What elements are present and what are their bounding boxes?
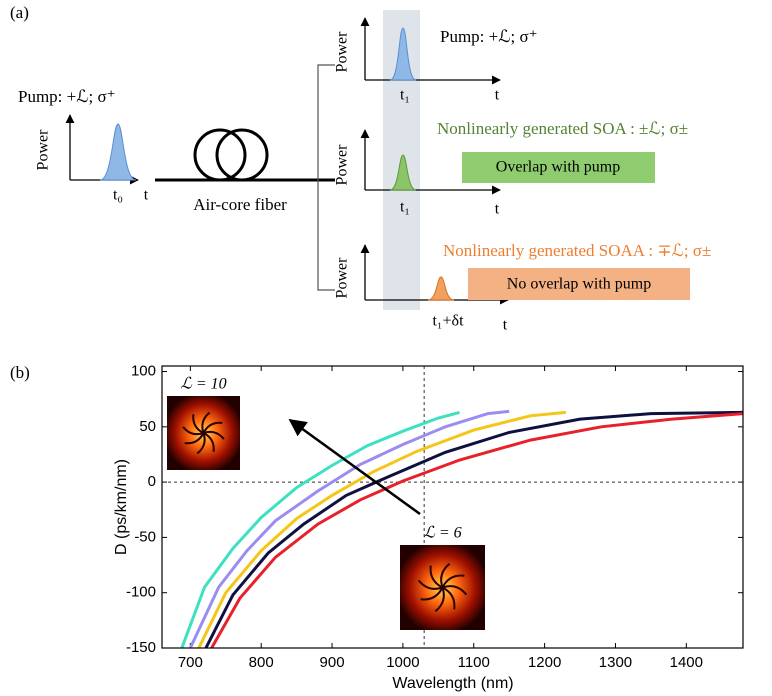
time-label: t₁ — [400, 87, 410, 104]
box-label: No overlap with pump — [507, 276, 651, 293]
panel-b: (b) Wavelength (nm) D (ps/km/nm) -150 -10… — [10, 362, 744, 692]
fiber-label: Air-core fiber — [193, 195, 287, 214]
mode-arm — [203, 432, 215, 452]
mode-arm — [429, 565, 443, 589]
x-label: t — [495, 87, 500, 104]
arrow — [288, 418, 421, 516]
plot-frame — [161, 365, 744, 649]
y-label: Power — [334, 257, 351, 299]
panel-a: (a) Pump: +ℒ; σ⁺ Power t₀ t Air-core fib… — [10, 3, 711, 334]
y-tick-label: -150 — [126, 639, 156, 656]
pulse — [427, 276, 455, 301]
curve — [204, 410, 743, 648]
box — [468, 268, 690, 300]
caption: Pump: +ℒ; σ⁺ — [440, 27, 538, 46]
box-label: Overlap with pump — [496, 159, 620, 176]
x-label: t — [503, 317, 508, 334]
y-tick-label: 100 — [131, 362, 156, 379]
fiber-coil — [215, 128, 269, 182]
x-tick-label: 900 — [320, 654, 345, 671]
mode-arm — [441, 574, 465, 588]
x-tick-label: 1100 — [458, 654, 490, 671]
x-tick-label: 1400 — [670, 654, 703, 671]
y-tick-label: -100 — [126, 584, 156, 601]
pulse — [389, 27, 417, 81]
time-label: t₁ — [400, 199, 410, 216]
mode-arm — [440, 562, 451, 588]
curve — [197, 410, 567, 648]
mode-arm — [184, 432, 205, 445]
mode-arm — [420, 587, 444, 601]
y-tick-label: 0 — [148, 473, 156, 490]
x-label: t — [144, 187, 149, 204]
x-tick-label: 1300 — [599, 654, 632, 671]
caption: Nonlinearly generated SOAA : ∓ℒ; σ± — [443, 241, 711, 260]
pulse — [389, 154, 417, 191]
mode-arm — [202, 421, 223, 434]
panel-label: (a) — [10, 3, 29, 22]
y-tick-label: -50 — [134, 528, 156, 545]
mode-arm — [417, 579, 443, 590]
time-label: t₁+δt — [432, 313, 464, 330]
mode-arm — [196, 432, 206, 455]
x-tick-label: 1000 — [386, 654, 419, 671]
pulse — [99, 123, 137, 181]
mode-arm — [442, 585, 468, 596]
x-tick-label: 800 — [249, 654, 274, 671]
box — [462, 152, 655, 183]
bracket — [317, 64, 335, 291]
mode-arm — [192, 414, 204, 434]
annotation: ℒ = 10 — [180, 376, 226, 393]
mode-arm — [203, 430, 225, 440]
x-tick-label: 1200 — [528, 654, 561, 671]
y-tick-label: 50 — [139, 418, 156, 435]
curve — [180, 410, 460, 648]
annotation: ℒ = 6 — [423, 525, 461, 542]
x-tick-label: 700 — [178, 654, 203, 671]
fiber-coil — [193, 128, 247, 182]
caption: Nonlinearly generated SOA : ±ℒ; σ± — [437, 119, 688, 138]
panel-label: (b) — [10, 363, 30, 382]
x-label: t — [495, 201, 500, 218]
y-axis-label: D (ps/km/nm) — [113, 459, 130, 555]
x-axis-label: Wavelength (nm) — [392, 675, 513, 692]
y-label: Power — [35, 129, 52, 171]
mode-arm — [201, 411, 211, 434]
mode-arm — [182, 426, 204, 436]
curve — [210, 412, 743, 648]
mode-arm — [442, 586, 456, 610]
curve — [188, 409, 510, 648]
time-label: t₀ — [113, 187, 123, 204]
mode-arm — [434, 587, 445, 613]
y-label: Power — [334, 144, 351, 186]
y-label: Power — [334, 31, 351, 73]
pump-label: Pump: +ℒ; σ⁺ — [18, 87, 116, 106]
